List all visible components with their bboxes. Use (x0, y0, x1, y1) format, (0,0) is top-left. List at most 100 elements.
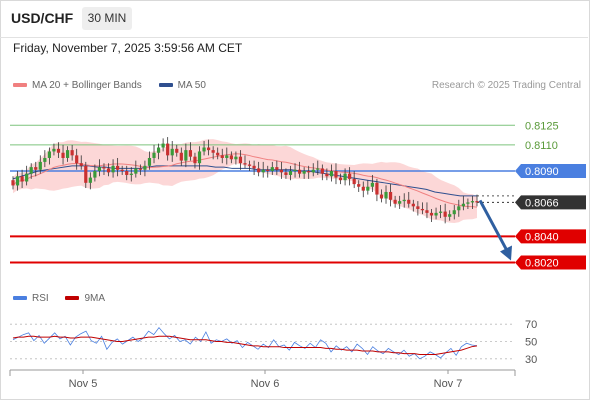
candle-body (325, 173, 329, 177)
legend-ma20-label: MA 20 + Bollinger Bands (32, 80, 142, 91)
candle-body (388, 191, 393, 200)
candle-body (134, 168, 138, 174)
candle-body (70, 150, 74, 156)
attribution: Research © 2025 Trading Central (431, 80, 581, 91)
candle-body (93, 171, 97, 178)
candle-body (97, 167, 102, 172)
candle-body (220, 155, 224, 158)
candle-body (11, 180, 15, 186)
candle-body (188, 150, 193, 157)
candle-body (411, 203, 415, 207)
candle-body (434, 212, 438, 216)
candle-body (475, 201, 479, 203)
rsi-series-9ma (12, 335, 478, 355)
timeframe-button[interactable]: 30 MIN (82, 7, 132, 30)
candle-body (20, 176, 24, 182)
level-label-box (515, 229, 586, 244)
candle-body (270, 167, 274, 172)
candle-body (43, 157, 47, 162)
candle-body (361, 186, 365, 191)
candle-body (61, 152, 65, 158)
candle-body (329, 171, 334, 177)
candle-body (398, 201, 402, 204)
candle-body (288, 171, 293, 175)
candle-body (15, 176, 20, 186)
candle-body (407, 199, 411, 204)
candle-body (138, 168, 142, 170)
candle-body (193, 156, 197, 164)
legend-ma50: MA 50 (158, 80, 206, 91)
candle-body (307, 171, 311, 173)
candle-body (393, 199, 397, 204)
candle-body (439, 211, 443, 213)
candle-body (25, 173, 29, 182)
candle-body (179, 152, 183, 161)
candle-body (425, 210, 429, 213)
candle-body (311, 169, 315, 173)
candle-body (207, 147, 211, 151)
ma20-line (12, 153, 478, 208)
candle-body (252, 165, 256, 169)
candle-body (284, 172, 288, 175)
chart-header: USD/CHF 30 MIN (0, 0, 588, 38)
candle-body (293, 169, 297, 172)
level-label: 0.8110 (525, 140, 558, 152)
candle-body (466, 202, 470, 204)
legend-9ma-label: 9MA (84, 293, 106, 304)
candle-body (470, 201, 475, 203)
candle-body (302, 171, 306, 174)
candle-body (156, 147, 161, 153)
candle-body (175, 148, 179, 153)
candle-body (170, 148, 174, 156)
candle-body (370, 182, 374, 187)
candle-body (429, 212, 434, 216)
candle-body (416, 206, 420, 209)
rsi-tick-label: 30 (525, 354, 537, 366)
candle-body (334, 171, 338, 178)
candle-body (261, 169, 265, 173)
rsi-series-rsi (12, 327, 478, 360)
ma50-swatch (158, 83, 173, 88)
symbol-title: USD/CHF (11, 10, 74, 26)
candle-body (320, 168, 324, 174)
candle-body (266, 169, 270, 172)
candle-body (47, 151, 51, 158)
candle-body (120, 169, 124, 172)
candle-body (238, 156, 243, 164)
candle-body (457, 206, 461, 211)
candle-body (216, 152, 220, 156)
candle-body (375, 182, 379, 195)
price-legend: MA 20 + Bollinger Bands MA 50 (13, 80, 220, 91)
candle-body (316, 168, 320, 170)
candle-body (147, 157, 152, 166)
candle-body (279, 169, 283, 173)
candle-body (125, 171, 129, 175)
rsi-swatch (13, 296, 27, 301)
bollinger-band (13, 139, 477, 223)
candle-body (247, 164, 252, 166)
candle-body (202, 147, 206, 152)
candle-body (257, 168, 261, 173)
candle-body (452, 210, 456, 215)
level-label: 0.8020 (525, 258, 559, 270)
level-label-box (515, 195, 586, 210)
rsi-ma-swatch (65, 296, 80, 301)
candle-body (116, 165, 120, 170)
candle-body (225, 155, 229, 158)
candle-body (357, 184, 361, 187)
candle-body (102, 167, 106, 169)
candle-body (161, 143, 165, 148)
chart-timestamp: Friday, November 7, 2025 3:59:56 AM CET (13, 41, 243, 55)
rsi-legend: RSI 9MA (13, 293, 119, 304)
level-label: 0.8066 (525, 197, 559, 209)
rsi-tick-label: 70 (525, 319, 537, 331)
candle-body (75, 155, 79, 164)
candle-body (79, 163, 83, 166)
candle-body (275, 167, 279, 170)
rsi-tick-label: 50 (525, 337, 537, 349)
candle-body (129, 173, 133, 175)
level-label: 0.8125 (525, 120, 559, 132)
candle-body (38, 161, 42, 170)
candle-body (229, 155, 233, 160)
x-tick-label: Nov 6 (251, 378, 280, 390)
